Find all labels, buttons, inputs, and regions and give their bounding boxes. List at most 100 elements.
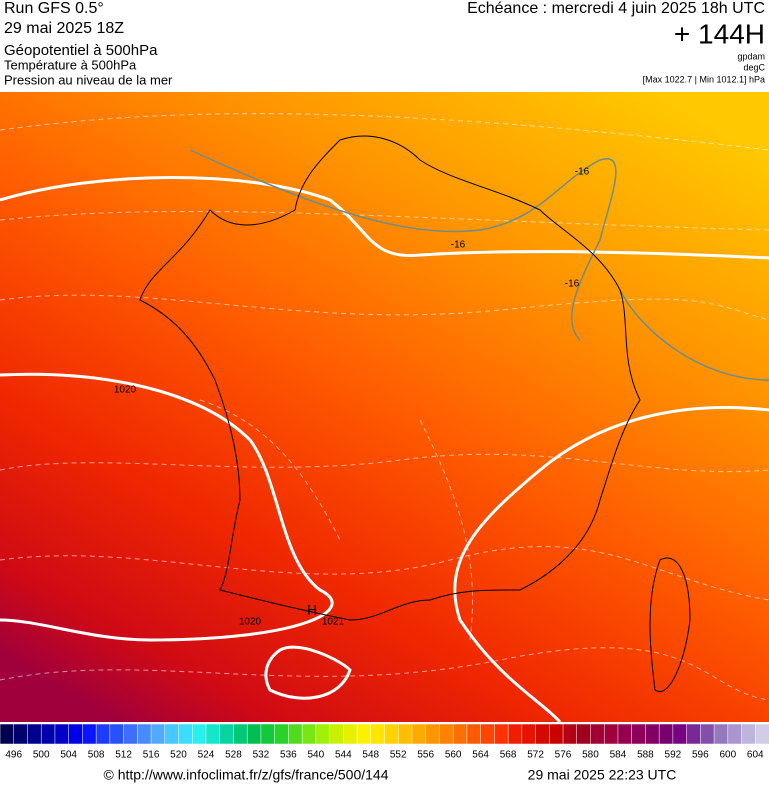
field: Température à 500hPa [4, 57, 137, 72]
legend-label: 564 [472, 750, 489, 761]
legend-label: 500 [33, 750, 50, 761]
legend-swatch [150, 723, 166, 745]
unit: degC [743, 62, 765, 72]
contour-label: -16 [451, 240, 466, 251]
footer-url: © http://www.infoclimat.fr/z/gfs/france/… [104, 767, 389, 783]
legend-label: 540 [307, 750, 324, 761]
coastlines [139, 135, 691, 693]
legend-label: 596 [692, 750, 709, 761]
legend-swatch [27, 723, 42, 745]
legend-swatch [192, 723, 207, 745]
legend-swatch [356, 723, 372, 745]
legend-swatch [205, 723, 221, 745]
isotherms [0, 113, 769, 701]
legend-swatch [535, 723, 550, 745]
legend-label: 524 [198, 750, 215, 761]
run: Run GFS 0.5° [4, 0, 104, 17]
pressure-center: H [307, 602, 317, 618]
legend-swatch [452, 723, 468, 745]
legend-label: 572 [527, 750, 544, 761]
geopotential-contours [0, 176, 769, 722]
contour-label: -16 [575, 167, 590, 178]
legend-label: 508 [88, 750, 105, 761]
legend-swatch [713, 723, 729, 745]
legend-swatch [480, 723, 495, 745]
legend-swatch [13, 723, 29, 745]
legend-swatch [260, 723, 276, 745]
legend-swatch [645, 723, 660, 745]
legend-swatch [562, 723, 578, 745]
legend-swatch [521, 723, 537, 745]
valid-time: Echéance : mercredi 4 juin 2025 18h UTC [467, 0, 765, 17]
legend-label: 504 [60, 750, 77, 761]
contour-label: 1021 [322, 617, 345, 628]
legend-swatch [274, 723, 289, 745]
legend-swatch [727, 723, 743, 745]
legend-swatch [288, 723, 303, 745]
legend-swatch [672, 723, 688, 745]
legend-label: 536 [280, 750, 297, 761]
legend-swatch [466, 723, 482, 745]
map-background [0, 92, 769, 722]
legend-label: 556 [417, 750, 434, 761]
field: Géopotentiel à 500hPa [4, 42, 158, 59]
contour-label: 1020 [114, 385, 137, 396]
legend-label: 588 [637, 750, 654, 761]
legend-label: 528 [225, 750, 242, 761]
legend-swatch [219, 723, 234, 745]
map: 1020 1020 1021 H -16 -16 -16 [0, 92, 769, 722]
legend-label: 496 [5, 750, 22, 761]
legend-label: 532 [253, 750, 270, 761]
legend-swatch [494, 723, 509, 745]
legend-label: 580 [582, 750, 599, 761]
legend-label: 592 [665, 750, 682, 761]
legend-swatch [95, 723, 111, 745]
legend-label: 584 [610, 750, 627, 761]
legend-swatch [576, 723, 592, 745]
legend-swatch [590, 723, 605, 745]
legend-swatch [741, 723, 756, 745]
legend-swatch [233, 723, 248, 745]
legend-swatch [178, 723, 193, 745]
legend-swatch [329, 723, 344, 745]
legend-label: 520 [170, 750, 187, 761]
pressure-range: [Max 1022.7 | Min 1012.1] hPa [643, 74, 765, 84]
footer-issued: 29 mai 2025 22:23 UTC [528, 767, 677, 783]
legend-swatch [54, 723, 70, 745]
legend-swatch [755, 723, 769, 745]
field: Pression au niveau de la mer [4, 72, 173, 87]
legend-label: 544 [335, 750, 352, 761]
legend-swatch [617, 723, 633, 745]
legend-label: 516 [143, 750, 160, 761]
lead-time: + 144H [674, 18, 765, 49]
legend-swatch [246, 723, 262, 745]
legend-swatch [68, 723, 83, 745]
legend-swatch [397, 723, 413, 745]
legend-label: 548 [362, 750, 379, 761]
contour-labels: 1020 1020 1021 H -16 -16 -16 [114, 167, 590, 628]
legend-swatch [439, 723, 454, 745]
legend-label: 560 [445, 750, 462, 761]
legend-swatch [343, 723, 358, 745]
legend-label: 568 [500, 750, 517, 761]
legend-swatch [658, 723, 674, 745]
legend-swatch [384, 723, 399, 745]
legend-swatch [507, 723, 523, 745]
temperature-contours [189, 149, 769, 381]
legend-label: 512 [115, 750, 132, 761]
legend-swatch [700, 723, 715, 745]
legend-swatch [109, 723, 125, 745]
legend-swatch [123, 723, 138, 745]
legend-label: 600 [719, 750, 736, 761]
color-legend: 496 500 504 508 512 516 520 524 528 532 536 540 544 5… [0, 723, 769, 761]
contour-label: 1020 [239, 617, 262, 628]
legend-swatch [164, 723, 180, 745]
legend-label: 552 [390, 750, 407, 761]
legend-swatch [686, 723, 701, 745]
legend-label: 604 [747, 750, 764, 761]
legend-swatch [411, 723, 427, 745]
legend-swatch [137, 723, 152, 745]
legend-swatch [370, 723, 386, 745]
